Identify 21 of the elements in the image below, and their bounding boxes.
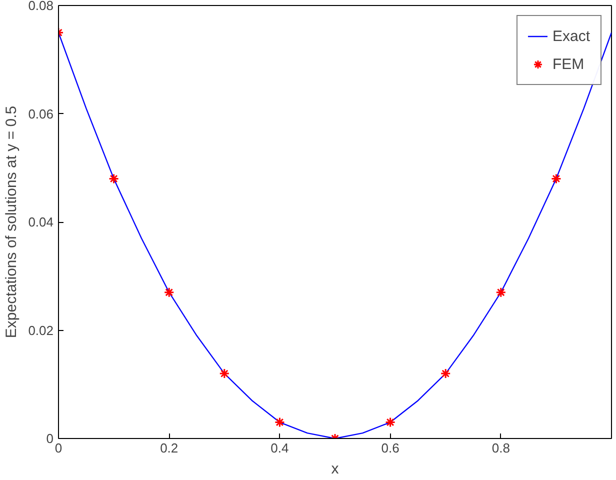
point [550, 173, 562, 184]
x-tick-label: 0.2 [160, 440, 178, 456]
point [385, 417, 396, 428]
point [108, 173, 120, 184]
point [274, 417, 285, 428]
point [219, 368, 230, 379]
x-tick-label: 0.6 [381, 440, 400, 456]
point [496, 287, 506, 298]
y-tick-label: 0.06 [28, 106, 54, 122]
y-tick-label: 0.08 [28, 0, 54, 13]
y-axis-title: Expectations of solutions at y = 0.5 [3, 106, 20, 338]
point [440, 368, 451, 379]
x-axis-title: x [331, 460, 340, 478]
x-tick-label: 0.4 [270, 440, 289, 456]
y-tick-label: 0 [46, 431, 54, 446]
x-tick-label: 0.8 [492, 440, 510, 456]
point [164, 287, 174, 298]
y-tick-label: 0.04 [28, 214, 54, 230]
legend-label: FEM [552, 56, 584, 72]
y-tick-label: 0.02 [28, 322, 54, 338]
legend-label: Exact [552, 28, 590, 44]
